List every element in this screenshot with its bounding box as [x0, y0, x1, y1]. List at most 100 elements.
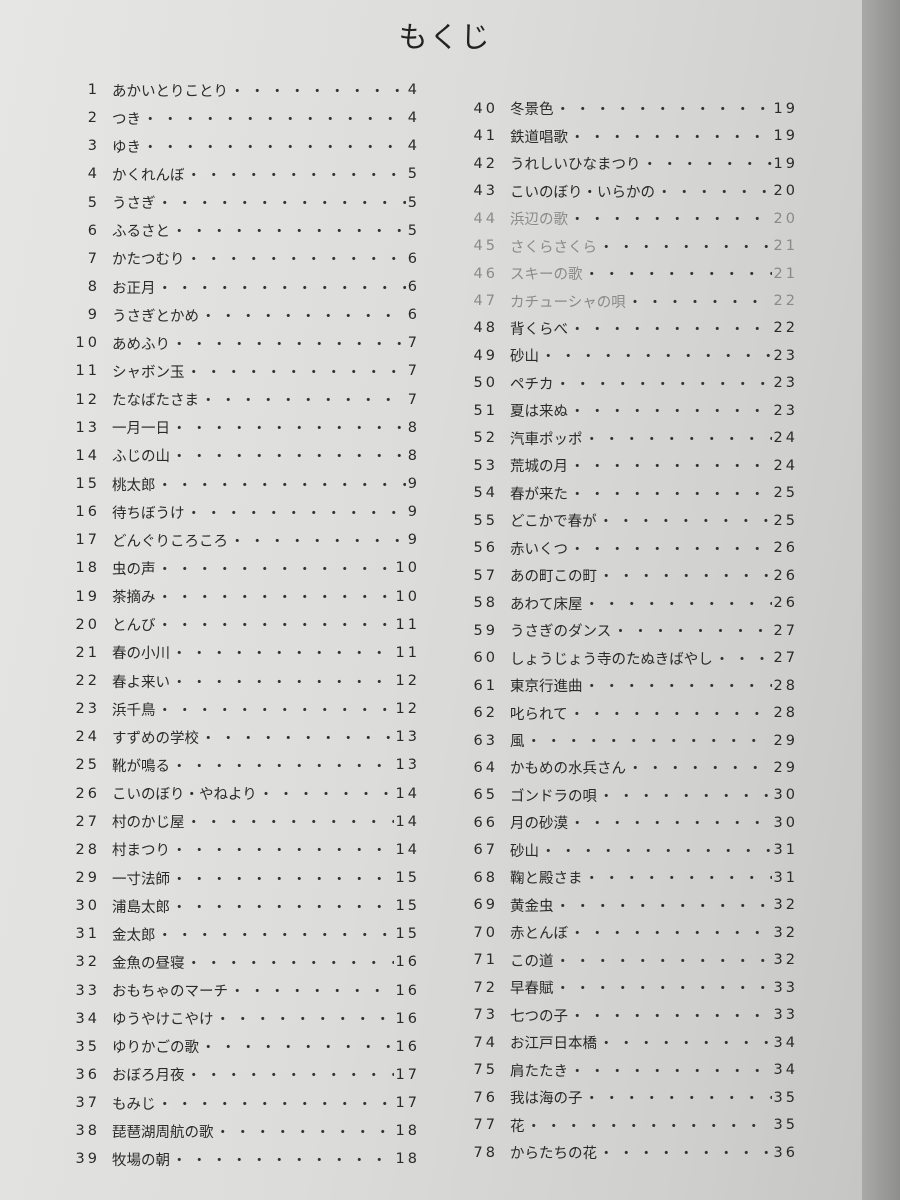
dot-leader: ・・・・・・・・・・・・・・・・・・・・・・・・・・・・・・・・・・ [201, 730, 394, 747]
entry-number: 32 [75, 954, 100, 971]
entry-page: 25 [773, 512, 798, 529]
toc-entry: 27 村のかじ屋・・・・・・・・・・・・・・・・・・・・・・・・・・・・・・・・・… [62, 808, 420, 836]
entry-number: 8 [87, 279, 100, 296]
toc-entry: 74 お江戸日本橋・・・・・・・・・・・・・・・・・・・・・・・・・・・・・・・・… [460, 1029, 798, 1056]
entry-number: 70 [473, 924, 498, 941]
entry-page: 6 [407, 307, 420, 324]
dot-leader: ・・・・・・・・・・・・・・・・・・・・・・・・・・・・・・・・・・ [570, 816, 772, 833]
entry-page: 33 [773, 979, 798, 996]
entry-page: 25 [773, 485, 798, 502]
entry-number: 77 [473, 1117, 498, 1134]
entry-title: 鞠と殿さま [510, 871, 583, 888]
entry-number: 1 [87, 82, 100, 99]
entry-number: 36 [75, 1066, 100, 1083]
entry-number: 63 [473, 732, 498, 749]
toc-entry: 19 茶摘み・・・・・・・・・・・・・・・・・・・・・・・・・・・・・・・・・・1… [62, 583, 420, 611]
toc-entry: 7 かたつむり・・・・・・・・・・・・・・・・・・・・・・・・・・・・・・・・・・… [62, 245, 420, 273]
toc-entry: 8 お正月・・・・・・・・・・・・・・・・・・・・・・・・・・・・・・・・・・6 [62, 273, 420, 301]
entry-title: おぼろ月夜 [112, 1068, 185, 1085]
dot-leader: ・・・・・・・・・・・・・・・・・・・・・・・・・・・・・・・・・・ [172, 646, 394, 663]
entry-number: 34 [75, 1010, 100, 1027]
entry-page: 20 [773, 183, 798, 200]
entry-title: からたちの花 [510, 1146, 597, 1163]
dot-leader: ・・・・・・・・・・・・・・・・・・・・・・・・・・・・・・・・・・ [714, 651, 772, 668]
entry-title: あめふり [112, 336, 170, 353]
entry-number: 67 [473, 842, 498, 859]
toc-entry: 64 かもめの水兵さん・・・・・・・・・・・・・・・・・・・・・・・・・・・・・・… [460, 754, 798, 781]
toc-entry: 42 うれしいひなまつり・・・・・・・・・・・・・・・・・・・・・・・・・・・・・… [460, 150, 798, 177]
dot-leader: ・・・・・・・・・・・・・・・・・・・・・・・・・・・・・・・・・・ [201, 308, 406, 325]
entry-page: 31 [773, 869, 798, 886]
dot-leader: ・・・・・・・・・・・・・・・・・・・・・・・・・・・・・・・・・・ [143, 111, 406, 128]
entry-number: 54 [473, 485, 498, 502]
entry-title: うれしいひなまつり [510, 157, 641, 174]
toc-entry: 45 さくらさくら・・・・・・・・・・・・・・・・・・・・・・・・・・・・・・・・… [460, 232, 798, 259]
entry-title: 一寸法師 [112, 871, 170, 888]
entry-title: 赤とんぼ [510, 926, 568, 943]
entry-page: 36 [773, 1144, 798, 1161]
entry-page: 6 [407, 250, 420, 267]
entry-title: うさぎのダンス [510, 624, 612, 641]
entry-number: 13 [75, 419, 100, 436]
entry-number: 74 [473, 1034, 498, 1051]
dot-leader: ・・・・・・・・・・・・・・・・・・・・・・・・・・・・・・・・・・ [569, 706, 772, 723]
entry-title: 夏は来ぬ [510, 404, 568, 421]
dot-leader: ・・・・・・・・・・・・・・・・・・・・・・・・・・・・・・・・・・ [201, 1040, 394, 1057]
entry-title: 浦島太郎 [112, 899, 170, 916]
entry-page: 19 [773, 155, 798, 172]
dot-leader: ・・・・・・・・・・・・・・・・・・・・・・・・・・・・・・・・・・ [599, 788, 772, 805]
entry-number: 58 [473, 595, 498, 612]
entry-number: 66 [473, 814, 498, 831]
entry-page: 16 [395, 1038, 420, 1055]
entry-page: 15 [395, 870, 420, 886]
dot-leader: ・・・・・・・・・・・・・・・・・・・・・・・・・・・・・・・・・・ [157, 618, 394, 635]
toc-entry: 75 肩たたき・・・・・・・・・・・・・・・・・・・・・・・・・・・・・・・・・・… [460, 1056, 798, 1083]
toc-entry: 36 おぼろ月夜・・・・・・・・・・・・・・・・・・・・・・・・・・・・・・・・・… [62, 1061, 420, 1089]
dot-leader: ・・・・・・・・・・・・・・・・・・・・・・・・・・・・・・・・・・ [172, 843, 394, 860]
toc-entry: 41 鉄道唱歌・・・・・・・・・・・・・・・・・・・・・・・・・・・・・・・・・・… [460, 122, 798, 149]
toc-entry: 20 とんび・・・・・・・・・・・・・・・・・・・・・・・・・・・・・・・・・・1… [62, 611, 420, 639]
dot-leader: ・・・・・・・・・・・・・・・・・・・・・・・・・・・・・・・・・・ [186, 167, 406, 184]
dot-leader: ・・・・・・・・・・・・・・・・・・・・・・・・・・・・・・・・・・ [157, 927, 394, 944]
entry-title: 虫の声 [112, 561, 156, 578]
dot-leader: ・・・・・・・・・・・・・・・・・・・・・・・・・・・・・・・・・・ [570, 926, 772, 943]
entry-number: 52 [473, 430, 498, 447]
dot-leader: ・・・・・・・・・・・・・・・・・・・・・・・・・・・・・・・・・・ [570, 129, 772, 146]
dot-leader: ・・・・・・・・・・・・・・・・・・・・・・・・・・・・・・・・・・ [570, 541, 772, 558]
entry-title: 砂山 [510, 843, 539, 860]
entry-title: 浜千鳥 [112, 702, 156, 719]
entry-page: 5 [407, 194, 420, 211]
entry-number: 14 [75, 447, 100, 464]
dot-leader: ・・・・・・・・・・・・・・・・・・・・・・・・・・・・・・・・・・ [570, 1008, 772, 1025]
toc-entry: 65 ゴンドラの唄・・・・・・・・・・・・・・・・・・・・・・・・・・・・・・・・… [460, 782, 798, 809]
entry-title: かたつむり [112, 252, 185, 269]
entry-number: 55 [473, 512, 498, 529]
toc-entry: 67 砂山・・・・・・・・・・・・・・・・・・・・・・・・・・・・・・・・・・31 [460, 837, 798, 864]
entry-title: シャボン玉 [112, 364, 185, 381]
toc-entry: 37 もみじ・・・・・・・・・・・・・・・・・・・・・・・・・・・・・・・・・・1… [62, 1089, 420, 1117]
entry-number: 41 [473, 128, 498, 145]
entry-number: 15 [75, 476, 100, 493]
entry-number: 9 [87, 307, 100, 324]
entry-page: 21 [773, 238, 798, 255]
entry-number: 27 [75, 813, 100, 830]
entry-page: 18 [395, 1151, 420, 1168]
entry-title: この道 [510, 953, 554, 970]
dot-leader: ・・・・・・・・・・・・・・・・・・・・・・・・・・・・・・・・・・ [186, 364, 406, 381]
entry-number: 75 [473, 1062, 498, 1079]
entry-title: かもめの水兵さん [510, 761, 626, 778]
toc-entry: 17 どんぐりころころ・・・・・・・・・・・・・・・・・・・・・・・・・・・・・・… [62, 526, 420, 554]
dot-leader: ・・・・・・・・・・・・・・・・・・・・・・・・・・・・・・・・・・ [526, 734, 772, 751]
toc-entry: 54 春が来た・・・・・・・・・・・・・・・・・・・・・・・・・・・・・・・・・・… [460, 480, 798, 507]
entry-page: 34 [773, 1034, 798, 1051]
entry-page: 11 [395, 616, 420, 633]
entry-number: 68 [473, 869, 498, 886]
entry-number: 10 [75, 335, 100, 352]
entry-number: 42 [473, 155, 498, 172]
toc-entry: 12 たなばたさま・・・・・・・・・・・・・・・・・・・・・・・・・・・・・・・・… [62, 386, 420, 414]
entry-title: 荒城の月 [510, 459, 568, 476]
entry-page: 32 [773, 952, 798, 969]
entry-title: ゴンドラの唄 [510, 788, 597, 805]
dot-leader: ・・・・・・・・・・・・・・・・・・・・・・・・・・・・・・・・・・ [172, 871, 394, 888]
entry-page: 29 [773, 732, 798, 749]
